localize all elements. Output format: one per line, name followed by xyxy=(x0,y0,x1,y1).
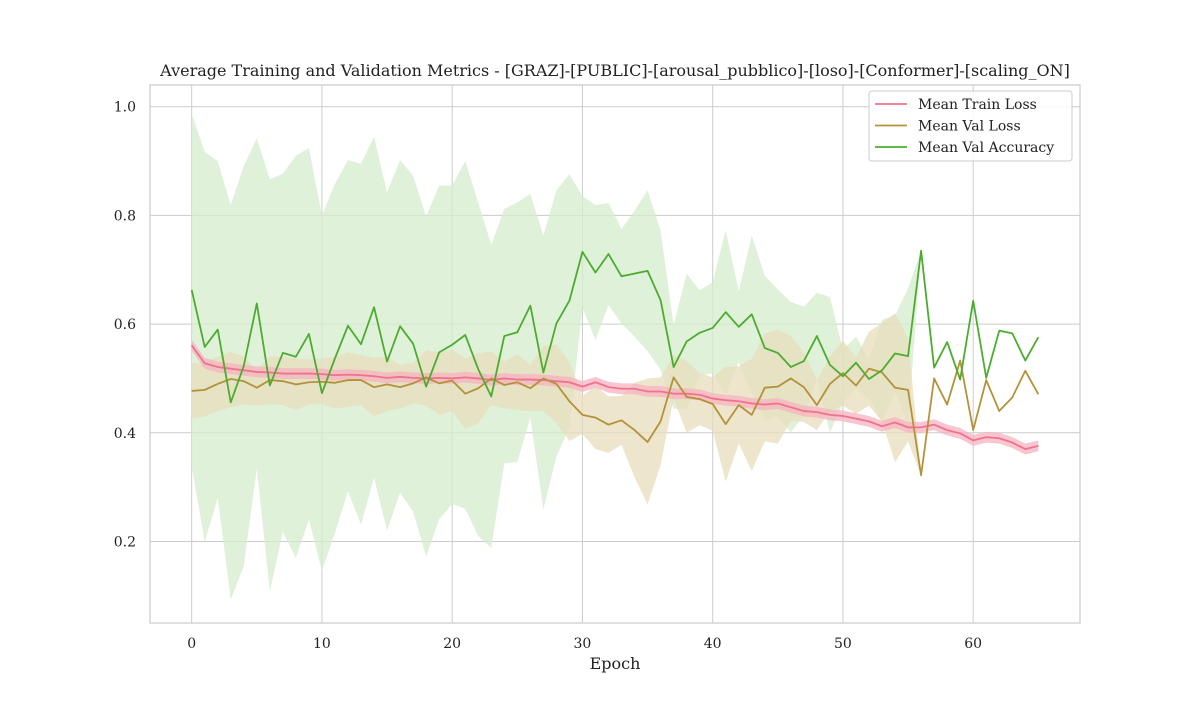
legend-entry-1: Mean Val Loss xyxy=(918,119,1021,135)
confidence-band-2 xyxy=(191,113,1039,600)
legend-box xyxy=(868,90,1073,162)
confidence-bands xyxy=(191,113,1039,600)
chart-title: Average Training and Validation Metrics … xyxy=(159,61,1070,80)
x-tick-label: 0 xyxy=(187,636,196,652)
x-tick-label: 30 xyxy=(574,636,592,652)
legend-entry-2: Mean Val Accuracy xyxy=(918,140,1054,156)
x-tick-label: 50 xyxy=(834,636,852,652)
series-line-0 xyxy=(190,344,1039,451)
plot-frame xyxy=(149,84,1081,624)
x-axis-label: Epoch xyxy=(590,654,641,673)
x-tick-label: 20 xyxy=(443,636,461,652)
legend-entry-0: Mean Train Loss xyxy=(918,97,1037,113)
tick-labels: 0 10 20 30 40 50 60 0.2 0.4 0.6 0.8 1.0 xyxy=(114,100,982,652)
y-tick-label: 0.6 xyxy=(114,317,136,333)
legend: Mean Train Loss Mean Val Loss Mean Val Acc… xyxy=(868,90,1073,162)
y-tick-label: 0.2 xyxy=(114,534,136,550)
confidence-band-1 xyxy=(191,313,1039,505)
series-line-1 xyxy=(191,359,1040,477)
grid-lines xyxy=(150,85,1080,623)
x-tick-label: 40 xyxy=(704,636,722,652)
series-line-2 xyxy=(190,249,1040,404)
y-tick-label: 0.8 xyxy=(114,208,136,224)
x-tick-label: 10 xyxy=(313,636,331,652)
series-lines xyxy=(190,249,1040,477)
y-tick-label: 0.4 xyxy=(114,426,136,442)
y-tick-label: 1.0 xyxy=(114,100,136,116)
x-tick-label: 60 xyxy=(964,636,982,652)
